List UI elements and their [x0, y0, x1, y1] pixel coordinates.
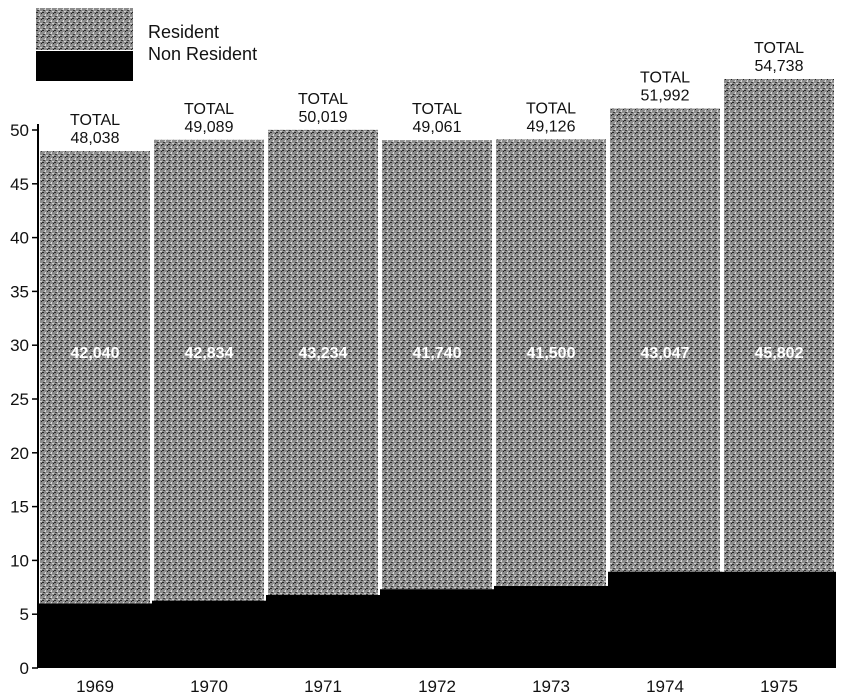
total-title-label: TOTAL	[184, 101, 234, 118]
bar-resident	[610, 108, 720, 572]
legend-label-resident: Resident	[148, 22, 219, 42]
resident-value-label: 41,740	[413, 345, 462, 362]
x-tick-label: 1974	[646, 677, 684, 696]
resident-value-label: 43,234	[299, 345, 348, 362]
total-title-label: TOTAL	[754, 40, 804, 57]
y-tick-label: 50	[10, 121, 29, 140]
y-axis: 0 5 10 15 20 25 30 35 40 45 50	[10, 121, 39, 678]
legend-swatch-resident	[36, 8, 133, 50]
total-value-label: 49,061	[413, 119, 462, 136]
bar-non-resident	[266, 594, 380, 668]
bar-resident	[40, 151, 150, 604]
bar-non-resident	[152, 600, 266, 668]
y-tick-label: 10	[10, 551, 29, 570]
total-title-label: TOTAL	[70, 112, 120, 129]
bar-non-resident	[722, 571, 836, 668]
bar-resident	[724, 79, 834, 572]
bar-resident	[268, 129, 378, 595]
resident-value-label: 45,802	[755, 345, 804, 362]
x-tick-label: 1973	[532, 677, 570, 696]
total-value-label: 51,992	[641, 88, 690, 105]
bars-group	[38, 79, 837, 668]
x-tick-label: 1969	[76, 677, 114, 696]
bar-non-resident	[380, 589, 494, 668]
y-tick-label: 0	[20, 659, 29, 678]
x-tick-label: 1975	[760, 677, 798, 696]
total-value-label: 49,089	[185, 119, 234, 136]
legend-swatch-non-resident	[36, 51, 133, 81]
resident-value-label: 42,834	[185, 345, 234, 362]
y-tick-label: 30	[10, 336, 29, 355]
y-tick-label: 35	[10, 282, 29, 301]
bar-resident	[154, 139, 264, 601]
y-tick-label: 15	[10, 498, 29, 517]
resident-value-label: 42,040	[71, 345, 120, 362]
bar-non-resident	[38, 603, 152, 668]
y-tick-label: 5	[20, 605, 29, 624]
labels-group: 42,040TOTAL48,038196942,834TOTAL49,08919…	[70, 40, 804, 696]
total-value-label: 54,738	[755, 58, 804, 75]
resident-value-label: 41,500	[527, 345, 576, 362]
bar-non-resident	[494, 585, 608, 668]
total-title-label: TOTAL	[412, 101, 462, 118]
y-tick-label: 20	[10, 444, 29, 463]
bar-non-resident	[608, 571, 722, 668]
total-value-label: 48,038	[71, 130, 120, 147]
y-tick-label: 40	[10, 229, 29, 248]
y-tick-label: 25	[10, 390, 29, 409]
total-title-label: TOTAL	[640, 70, 690, 87]
total-value-label: 49,126	[527, 118, 576, 135]
x-tick-label: 1972	[418, 677, 456, 696]
resident-value-label: 43,047	[641, 345, 690, 362]
y-tick-label: 45	[10, 175, 29, 194]
legend-label-non-resident: Non Resident	[148, 44, 257, 64]
x-tick-label: 1970	[190, 677, 228, 696]
bar-resident	[382, 140, 492, 590]
legend: Resident Non Resident	[36, 8, 257, 81]
total-value-label: 50,019	[299, 109, 348, 126]
total-title-label: TOTAL	[526, 100, 576, 117]
total-title-label: TOTAL	[298, 91, 348, 108]
bar-resident	[496, 139, 606, 586]
x-tick-label: 1971	[304, 677, 342, 696]
